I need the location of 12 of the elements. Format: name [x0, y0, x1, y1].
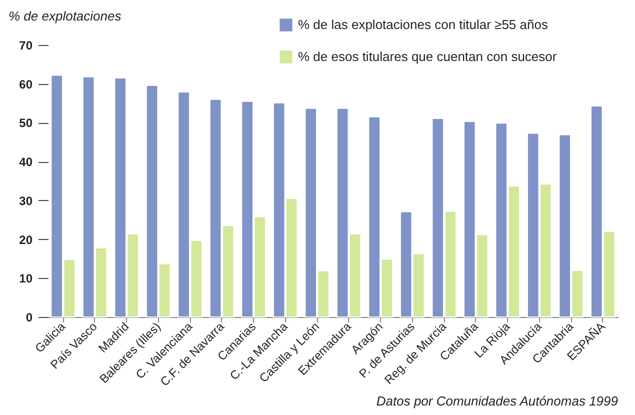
- y-tick-label: 70: [19, 38, 33, 52]
- legend-label: % de esos titulares que cuentan con sucesor: [298, 49, 558, 64]
- y-tick-label: 50: [19, 116, 33, 130]
- y-tick-label: 20: [19, 232, 33, 247]
- y-tick-label: 0: [26, 310, 33, 324]
- text: Datos por Comunidades Autónomas 1999: [376, 394, 618, 409]
- legend-label: % de las explotaciones con titular ≥55 años: [298, 17, 548, 32]
- y-tick-label: 40: [19, 155, 33, 170]
- y-tick-label: 30: [19, 194, 33, 208]
- y-axis-title: % de explotaciones: [8, 8, 122, 24]
- y-tick-label: 10: [19, 272, 33, 286]
- y-tick-label: 60: [19, 77, 33, 92]
